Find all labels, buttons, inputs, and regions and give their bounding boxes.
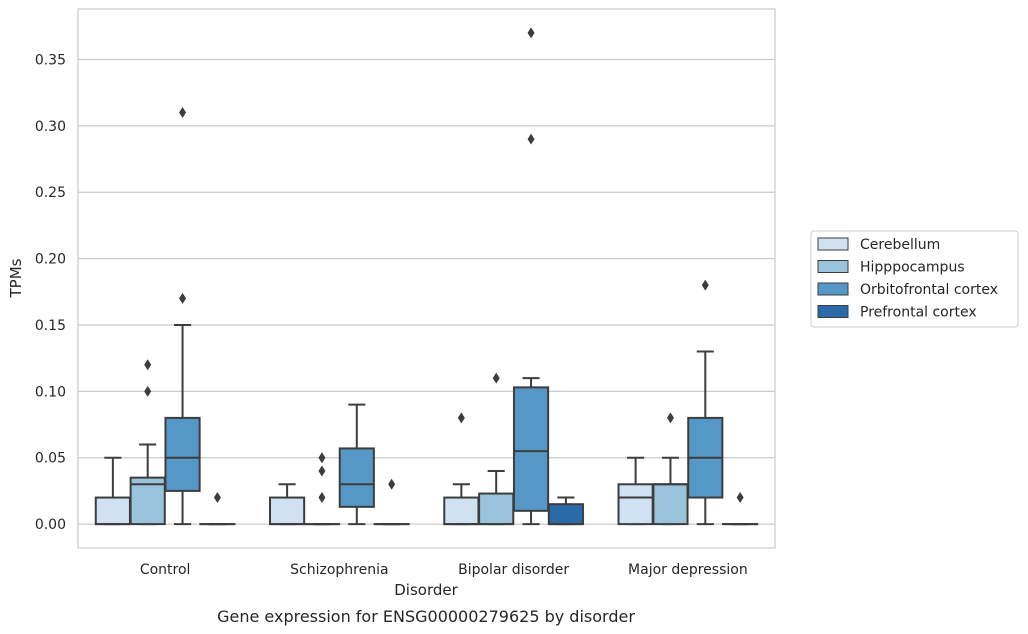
outlier-marker <box>144 385 152 397</box>
x-tick-labels: Control Schizophrenia Bipolar disorder Majo… <box>140 562 748 578</box>
chart-caption: Gene expression for ENSG00000279625 by d… <box>217 607 635 626</box>
boxes <box>94 27 759 526</box>
y-tick-label: 0.00 <box>35 517 66 533</box>
box-1-0 <box>129 359 166 526</box>
outlier-marker <box>213 492 221 504</box>
legend-label: Prefrontal cortex <box>860 305 977 321</box>
y-tick-label: 0.25 <box>35 185 66 201</box>
x-tick-label: Major depression <box>628 562 748 578</box>
legend-label: Orbitofrontal cortex <box>860 282 998 298</box>
x-tick-label: Bipolar disorder <box>458 562 569 578</box>
box-iqr <box>94 496 131 526</box>
box-2-3 <box>687 279 724 526</box>
legend-label: Hipppocampus <box>860 260 965 276</box>
y-tick-label: 0.30 <box>35 119 66 135</box>
box-iqr <box>547 503 584 526</box>
y-tick-label: 0.35 <box>35 52 66 68</box>
legend-label: Cerebellum <box>860 237 940 253</box>
box-iqr <box>338 447 375 508</box>
x-tick-label: Control <box>140 562 191 578</box>
box-iqr <box>652 483 689 526</box>
box-3-1 <box>373 478 410 526</box>
box-3-0 <box>199 492 236 526</box>
outlier-marker <box>179 292 187 304</box>
outlier-marker <box>701 279 709 291</box>
box-0-2 <box>443 412 480 526</box>
box-iqr <box>129 476 166 526</box>
y-tick-label: 0.05 <box>35 451 66 467</box>
legend-swatch <box>817 237 849 251</box>
legend-swatch <box>817 282 849 296</box>
outlier-marker <box>457 412 465 424</box>
outlier-marker <box>736 492 744 504</box>
box-iqr <box>617 483 654 526</box>
box-iqr <box>164 416 201 492</box>
box-iqr <box>512 386 550 512</box>
box-0-3 <box>617 456 654 526</box>
legend: Cerebellum Hipppocampus Orbitofrontal cort… <box>810 230 1019 328</box>
box-0-1 <box>269 483 306 526</box>
outlier-marker <box>144 359 152 371</box>
outlier-marker <box>492 372 500 384</box>
outlier-marker <box>388 478 396 490</box>
outlier-marker <box>527 27 535 39</box>
box-1-1 <box>303 452 341 526</box>
y-axis-label: TPMs <box>7 258 25 298</box>
box-iqr <box>269 496 306 526</box>
outlier-marker <box>318 465 326 477</box>
legend-swatch <box>817 260 849 273</box>
outlier-marker <box>179 107 187 119</box>
box-2-2 <box>512 27 550 526</box>
box-3-2 <box>547 496 584 526</box>
box-2-0 <box>164 107 201 526</box>
x-tick-label: Schizophrenia <box>290 562 388 578</box>
box-1-3 <box>652 412 689 526</box>
x-axis-label: Disorder <box>394 581 458 599</box>
legend-swatch <box>817 305 849 318</box>
outlier-marker <box>666 412 674 424</box>
y-tick-label: 0.20 <box>35 252 66 268</box>
plot-frame <box>77 8 776 549</box>
box-3-3 <box>722 492 759 526</box>
outlier-marker <box>527 133 535 145</box>
box-iqr <box>443 496 480 526</box>
box-iqr <box>478 492 515 526</box>
y-tick-label: 0.10 <box>35 384 66 400</box>
y-tick-labels: 0.00 0.05 0.10 0.15 0.20 0.25 0.30 0.35 <box>35 52 66 533</box>
legend-frame <box>810 230 1019 328</box>
y-tick-label: 0.15 <box>35 318 66 334</box>
outlier-marker <box>318 452 326 464</box>
outlier-marker <box>318 492 326 504</box>
box-1-2 <box>478 372 515 526</box>
box-2-1 <box>338 403 375 526</box>
box-0-0 <box>94 456 131 526</box>
